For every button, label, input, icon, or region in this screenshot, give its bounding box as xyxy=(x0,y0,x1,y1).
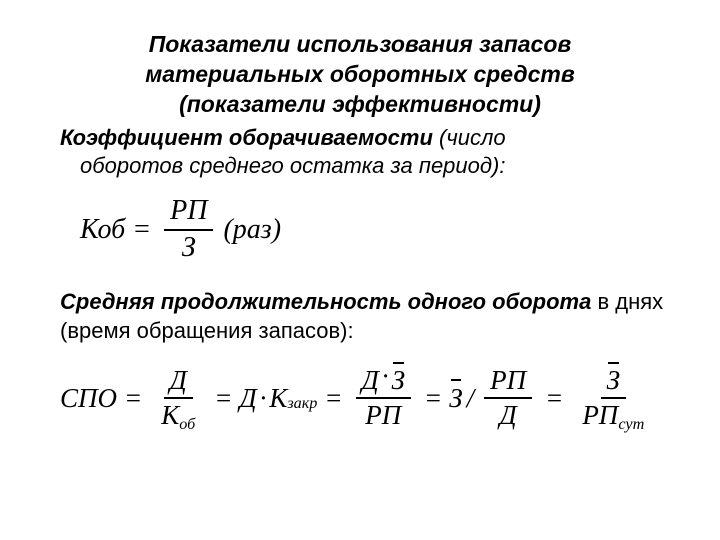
coefficient-desc-1: (число xyxy=(433,125,506,150)
spo-frac-5: З РПсут xyxy=(576,366,650,431)
equals-5: = xyxy=(545,383,563,414)
title-line-1: Показатели использования запасов xyxy=(50,30,670,60)
spo-frac-1: Д Коб xyxy=(155,366,201,431)
spo-f3-den: РП xyxy=(359,399,407,431)
spo-f5-num: З xyxy=(601,366,626,400)
spo-f3-num: Д·З xyxy=(356,366,411,400)
equals-1: = xyxy=(124,383,142,414)
spo-paragraph: Средняя продолжительность одного оборота… xyxy=(50,288,670,345)
equals-sign: = xyxy=(132,214,151,246)
spo-part-2: Д · Кзакр xyxy=(239,383,317,414)
equals-4: = xyxy=(424,383,442,414)
kob-unit: (раз) xyxy=(223,214,281,246)
spo-part-4: З / РП Д xyxy=(449,366,538,431)
equals-2: = xyxy=(214,383,232,414)
kob-denominator: З xyxy=(176,231,202,264)
spo-frac-4b: РП Д xyxy=(484,366,532,431)
spo-f5-den: РПсут xyxy=(576,399,650,431)
spo-f1-num: Д xyxy=(164,366,193,400)
spo-f1-den: Коб xyxy=(155,399,201,431)
spo-frac-3: Д·З РП xyxy=(356,366,411,431)
equals-3: = xyxy=(324,383,342,414)
spo-lhs: СПО xyxy=(60,383,117,414)
coefficient-desc-2: оборотов среднего остатка за период): xyxy=(60,152,670,181)
kob-fraction: РП З xyxy=(164,196,213,264)
coefficient-paragraph: Коэффициент оборачиваемости (число оборо… xyxy=(50,124,670,181)
formula-spo: СПО = Д Коб = Д · Кзакр = Д·З РП = З / Р… xyxy=(50,366,670,431)
spo-label: Средняя продолжительность одного оборота xyxy=(60,289,591,314)
formula-kob: Коб = РП З (раз) xyxy=(50,196,670,264)
title-line-2: материальных оборотных средств xyxy=(50,60,670,90)
coefficient-label: Коэффициент оборачиваемости xyxy=(60,125,433,150)
slide-title: Показатели использования запасов материа… xyxy=(50,30,670,120)
kob-lhs: Коб xyxy=(80,214,125,246)
title-line-3: (показатели эффективности) xyxy=(50,90,670,120)
kob-numerator: РП xyxy=(164,196,213,231)
